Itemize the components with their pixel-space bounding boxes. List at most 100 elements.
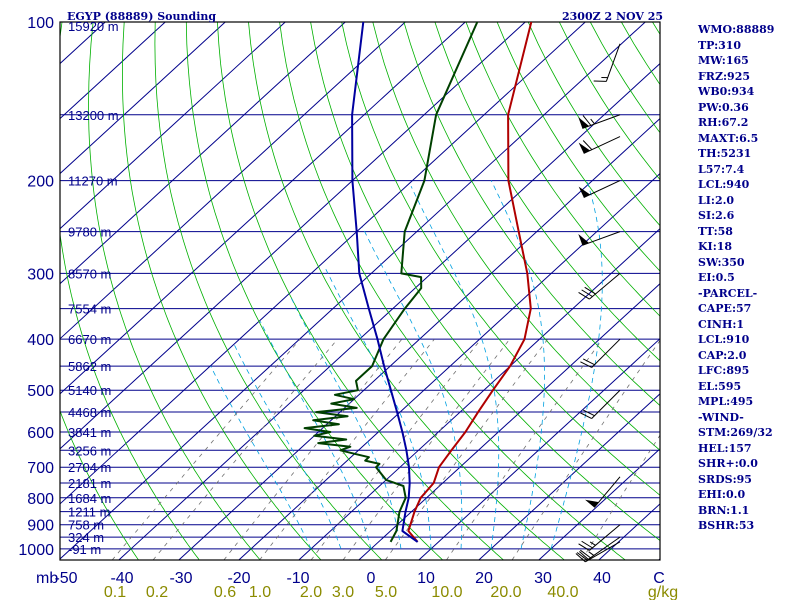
height-label: 13200 m bbox=[68, 108, 119, 123]
moist-adiabat-line bbox=[490, 180, 545, 549]
temperature-tick-label: -10 bbox=[286, 570, 309, 587]
wind-barb bbox=[578, 524, 621, 551]
wind-barb bbox=[576, 536, 621, 561]
dry-adiabat-line bbox=[372, 22, 660, 451]
pressure-tick-label: 700 bbox=[27, 460, 54, 477]
dry-adiabat-line bbox=[217, 22, 504, 560]
isotherm-line bbox=[60, 22, 466, 395]
index-line: L57:7.4 bbox=[698, 162, 745, 176]
isotherm-line bbox=[60, 22, 166, 120]
wind-barb bbox=[578, 114, 621, 129]
mixing-ratio-line bbox=[342, 338, 511, 560]
index-line: BRN:1.1 bbox=[698, 503, 750, 517]
moist-adiabat-line bbox=[362, 226, 463, 549]
chart-timestamp: 2300Z 2 NOV 25 bbox=[562, 10, 663, 23]
wind-barb bbox=[585, 476, 621, 508]
isotherm-line bbox=[358, 283, 660, 560]
index-line: TP:310 bbox=[698, 38, 742, 52]
height-label: 15920 m bbox=[68, 19, 119, 34]
dry-adiabat-line bbox=[248, 22, 565, 560]
temperature-profile-line bbox=[407, 22, 533, 543]
mixing-ratio-line bbox=[111, 338, 301, 560]
isotherm-line bbox=[538, 448, 660, 560]
y-axis-unit-label: mb bbox=[36, 570, 58, 587]
isotherm-line bbox=[418, 338, 660, 560]
temperature-tick-label: -20 bbox=[227, 570, 250, 587]
index-line: SHR+:0.0 bbox=[698, 457, 758, 470]
mixing-ratio-tick-label: 40.0 bbox=[547, 584, 578, 600]
height-label: 7554 m bbox=[68, 302, 111, 317]
index-line: EL:595 bbox=[698, 379, 742, 393]
dry-adiabat-line bbox=[122, 22, 322, 560]
temperature-tick-label: -50 bbox=[54, 570, 77, 587]
index-line: STM:269/32 bbox=[698, 426, 773, 439]
index-line: -WIND- bbox=[698, 410, 744, 424]
wind-barb bbox=[578, 180, 621, 198]
index-line: LI:2.0 bbox=[698, 193, 735, 207]
index-line: EHI:0.0 bbox=[698, 488, 746, 501]
index-line: SW:350 bbox=[698, 255, 745, 269]
index-line: PW:0.36 bbox=[698, 100, 749, 114]
dry-adiabat-line bbox=[185, 22, 443, 560]
index-line: TH:5231 bbox=[698, 147, 752, 160]
height-label: 6670 m bbox=[68, 332, 111, 347]
dry-adiabat-line bbox=[496, 22, 660, 272]
height-label: 758 m bbox=[68, 518, 104, 533]
height-label: 5862 m bbox=[68, 359, 111, 374]
dry-adiabat-line bbox=[60, 409, 139, 560]
pressure-tick-label: 500 bbox=[27, 383, 54, 400]
mixing-ratio-tick-label: 2.0 bbox=[300, 584, 322, 600]
mixing-ratio-tick-label: 5.0 bbox=[375, 584, 397, 600]
moist-adiabat-line bbox=[289, 295, 402, 549]
height-label: 1211 m bbox=[68, 505, 110, 520]
height-label: 11270 m bbox=[68, 174, 118, 189]
dry-adiabat-line bbox=[465, 22, 660, 317]
chart-title: EGYP (88889) Sounding bbox=[67, 10, 216, 23]
height-label: 2704 m bbox=[68, 460, 111, 475]
temperature-tick-label: -30 bbox=[169, 570, 192, 587]
isotherm-line bbox=[60, 22, 646, 560]
index-line: RH:67.2 bbox=[698, 116, 749, 129]
index-line: CAP:2.0 bbox=[698, 348, 747, 362]
index-line: HEL:157 bbox=[698, 441, 752, 455]
pressure-tick-label: 300 bbox=[27, 266, 54, 283]
mixing-ratio-tick-label: 0.1 bbox=[104, 584, 126, 600]
isotherm-line bbox=[60, 22, 406, 340]
dewpoint-profile-line bbox=[303, 22, 479, 543]
temperature-tick-label: C bbox=[653, 570, 665, 587]
index-line: SRDS:95 bbox=[698, 472, 752, 486]
pressure-tick-label: 100 bbox=[27, 15, 54, 32]
pressure-tick-label: 800 bbox=[27, 491, 54, 508]
wind-barb bbox=[575, 541, 621, 563]
height-label: 2181 m bbox=[68, 476, 111, 491]
dry-adiabat-line bbox=[60, 22, 200, 560]
height-label: 4468 m bbox=[68, 405, 111, 420]
moist-adiabat-line bbox=[550, 180, 603, 549]
mixing-ratio-tick-label: 0.6 bbox=[214, 584, 236, 600]
sounding-indices-panel: WMO:88889 TP:310 MW:165 FRZ:925 WB0:934 PW:0.… bbox=[698, 22, 798, 534]
chart-grid bbox=[59, 21, 661, 561]
index-line: CINH:1 bbox=[698, 317, 745, 331]
isotherm-line bbox=[178, 117, 660, 560]
pressure-tick-label: 600 bbox=[27, 425, 54, 442]
height-label: 8570 m bbox=[68, 266, 111, 281]
temperature-tick-label: 0 bbox=[367, 570, 376, 587]
moist-adiabat-line bbox=[259, 321, 372, 549]
mixing-ratio-line bbox=[259, 338, 435, 560]
index-line: MPL:495 bbox=[698, 395, 754, 408]
height-label: -91 m bbox=[68, 542, 101, 557]
mixing-ratio-line bbox=[581, 434, 660, 560]
pressure-tick-label: 900 bbox=[27, 518, 54, 535]
temperature-tick-label: 30 bbox=[534, 570, 552, 587]
index-line: -PARCEL- bbox=[698, 286, 758, 300]
mixing-ratio-line bbox=[446, 338, 603, 560]
height-label: 3841 m bbox=[68, 425, 111, 440]
dry-adiabat-line bbox=[434, 22, 660, 362]
mixing-ratio-line bbox=[152, 338, 338, 560]
height-label: 3256 m bbox=[68, 443, 111, 458]
mixing-ratio-line bbox=[310, 338, 482, 560]
height-label: 1684 m bbox=[68, 491, 111, 506]
pressure-tick-label: 200 bbox=[27, 174, 54, 191]
